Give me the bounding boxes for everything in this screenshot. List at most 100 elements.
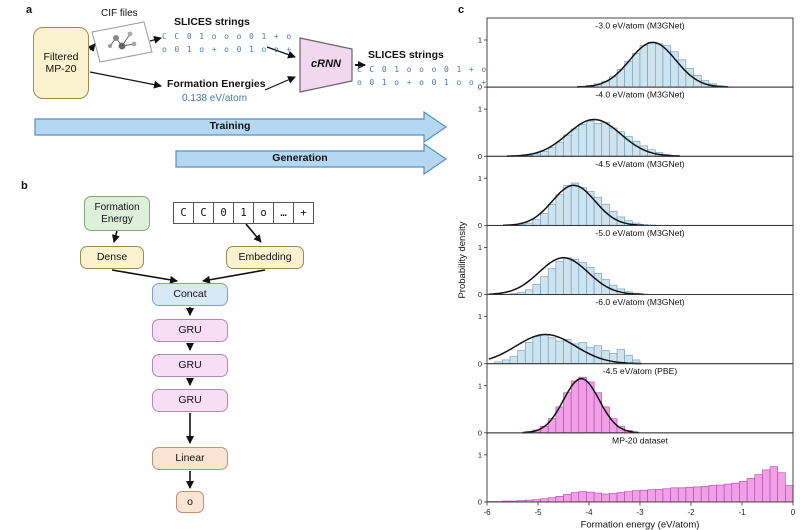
subplot-title: -5.0 eV/atom (M3GNet) <box>595 228 684 238</box>
gaussian-fit-curve <box>503 184 644 226</box>
cif-file-icon <box>91 21 153 63</box>
histogram-bar <box>769 466 778 503</box>
histogram-bar <box>578 376 587 434</box>
subplot-title: -4.5 eV/atom (M3GNet) <box>595 159 684 169</box>
histogram-bar <box>547 497 557 503</box>
histogram-bar <box>540 498 549 503</box>
histogram-bar <box>777 472 786 503</box>
histogram-bar <box>632 490 641 503</box>
arrow-embedding-to-concat <box>202 269 266 284</box>
left-panels: a Filtered MP-20 CIF files SLICES string… <box>21 4 486 513</box>
histogram-bar <box>624 136 633 157</box>
histogram-bar <box>570 258 580 295</box>
histogram-bar <box>647 489 656 503</box>
histogram-bar <box>555 141 564 157</box>
histogram-bar <box>578 342 587 364</box>
token-cell: C <box>173 202 194 224</box>
histogram-bar <box>547 418 557 434</box>
histogram-bar <box>570 182 580 226</box>
histogram-bar <box>601 493 610 503</box>
histogram-bar <box>570 492 580 503</box>
y-tick-label: 1 <box>478 105 482 114</box>
histogram-bar <box>700 486 710 503</box>
gru2-box: GRU <box>152 354 228 377</box>
slices-string-line1: C C 0 1 o o o 0 1 + o <box>162 32 293 41</box>
histogram-bar <box>547 147 557 157</box>
histogram-bar <box>501 359 511 365</box>
panel-c: c 0 1 -3.0 eV/atom (M3GNet) 0 1 -4.0 eV/atom … <box>455 0 800 530</box>
formation-energy-value: 0.138 eV/atom <box>182 93 248 104</box>
histogram-bar <box>670 51 679 88</box>
histogram-bar <box>655 43 664 88</box>
dense-box: Dense <box>80 246 144 269</box>
histogram-bar <box>555 194 564 226</box>
linear-box: Linear <box>152 447 228 470</box>
slices-string-line2: o 0 1 o + o 0 1 o o + <box>162 45 293 54</box>
histogram-bar <box>670 487 679 503</box>
histogram-bar <box>524 342 534 364</box>
histogram-bar <box>532 283 541 295</box>
y-tick-label: 1 <box>478 174 482 183</box>
output-token-box: o <box>176 491 204 513</box>
subplot-title: MP-20 dataset <box>612 435 669 445</box>
histogram-bar <box>601 350 610 364</box>
token-cell: C <box>193 202 214 224</box>
x-tick-label: -2 <box>687 508 695 517</box>
histogram-bar <box>563 185 572 226</box>
token-cell: o <box>253 202 274 224</box>
arrow-dense-to-concat <box>111 269 178 284</box>
histogram-bar <box>578 123 587 157</box>
y-tick-label: 1 <box>478 243 482 252</box>
y-tick-label: 0 <box>478 221 482 230</box>
histogram-bar <box>555 261 564 295</box>
histogram-bar <box>716 484 725 503</box>
training-label: Training <box>209 120 251 132</box>
histogram-bar <box>578 187 587 226</box>
cif-files-label: CIF files <box>101 8 138 19</box>
histogram-bar <box>639 489 648 503</box>
histogram-bar <box>509 356 518 364</box>
histogram-bar <box>624 491 633 503</box>
histogram-bar <box>517 350 526 364</box>
histogram-bar <box>601 122 610 157</box>
histogram-grid: 0 1 -3.0 eV/atom (M3GNet) 0 1 -4.0 eV/atom (M… <box>457 17 796 530</box>
histogram-bar <box>563 257 572 295</box>
arrow-cif-to-slices <box>149 35 162 44</box>
arrow-formation-to-crnn <box>264 76 296 91</box>
histogram-bar <box>693 486 702 503</box>
output-slices-line1: C C 0 1 o o o 0 1 + o <box>357 65 488 74</box>
arrow-mp20-to-formation <box>89 71 162 89</box>
filtered-mp20-box: Filtered MP-20 <box>33 27 89 99</box>
histogram-bar <box>540 334 549 365</box>
output-slices-line2: o 0 1 o + o 0 1 o o + <box>357 78 488 87</box>
x-tick-label: -4 <box>585 508 593 517</box>
histogram-bar <box>754 474 763 503</box>
histogram-bar <box>524 289 534 295</box>
arrow-fe-to-dense <box>111 230 120 243</box>
token-sequence: C C 0 1 o… + <box>173 202 314 224</box>
arrow-mp20-to-cif <box>87 43 96 52</box>
training-arrow-shape <box>34 110 448 144</box>
gaussian-fit-curve <box>506 118 681 157</box>
histogram-bar <box>586 491 595 503</box>
histogram-bar <box>540 276 549 295</box>
histogram-bar <box>547 203 557 226</box>
histogram-bar <box>647 42 656 88</box>
histogram-bar <box>739 480 748 503</box>
token-cell: 1 <box>233 202 254 224</box>
y-tick-label: 1 <box>478 36 482 45</box>
histogram-bar <box>685 487 694 503</box>
histogram-bar <box>532 336 541 364</box>
y-tick-label: 0 <box>478 290 482 299</box>
x-tick-label: -3 <box>636 508 644 517</box>
histogram-bar <box>547 337 557 365</box>
y-tick-label: 1 <box>478 312 482 321</box>
arrow-tokens-to-embedding <box>245 223 262 243</box>
histogram-bar <box>616 131 626 157</box>
histogram-bar <box>563 494 572 503</box>
crnn-label: cRNN <box>311 58 341 70</box>
histogram-bar <box>593 273 603 295</box>
histogram-bar <box>723 483 733 503</box>
y-tick-label: 1 <box>478 381 482 390</box>
